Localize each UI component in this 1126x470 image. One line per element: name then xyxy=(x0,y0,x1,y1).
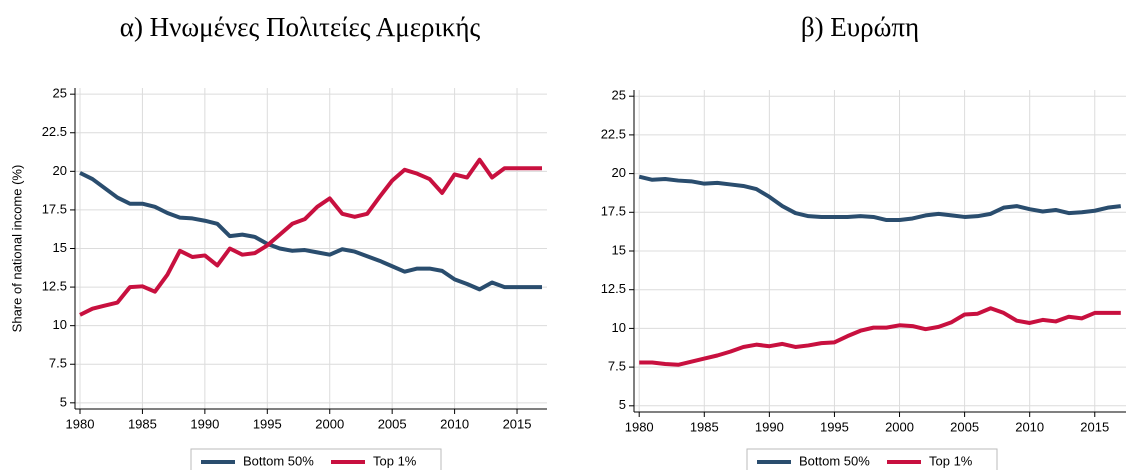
y-tick-label: 5 xyxy=(619,397,626,412)
legend-label: Top 1% xyxy=(373,453,417,468)
y-tick-label: 20 xyxy=(53,163,67,178)
legend-label: Bottom 50% xyxy=(243,453,314,468)
y-tick-label: 20 xyxy=(612,165,626,180)
legend-box xyxy=(746,448,998,470)
y-tick-label: 22.5 xyxy=(601,126,626,141)
y-tick-label: 17.5 xyxy=(42,201,67,216)
x-tick-label: 1995 xyxy=(253,416,282,431)
x-tick-label: 2005 xyxy=(950,419,979,434)
y-axis-label: Share of national income (%) xyxy=(9,165,24,333)
x-tick-label: 2015 xyxy=(1080,419,1109,434)
x-tick-label: 2000 xyxy=(885,419,914,434)
chart-title: α) Ηνωμένες Πολιτείες Αμερικής xyxy=(120,12,481,42)
x-tick-label: 1985 xyxy=(128,416,157,431)
y-tick-label: 25 xyxy=(612,88,626,103)
x-tick-label: 1995 xyxy=(820,419,849,434)
x-tick-label: 1990 xyxy=(190,416,219,431)
y-tick-label: 15 xyxy=(53,240,67,255)
y-tick-label: 7.5 xyxy=(49,356,67,371)
line xyxy=(638,174,1122,223)
y-tick-label: 10 xyxy=(612,320,626,335)
chart-title: β) Ευρώπη xyxy=(801,12,919,42)
x-tick-label: 2015 xyxy=(503,416,532,431)
x-tick-label: 1990 xyxy=(755,419,784,434)
y-tick-label: 12.5 xyxy=(601,281,626,296)
x-tick-label: 2010 xyxy=(1015,419,1044,434)
y-tick-label: 12.5 xyxy=(42,279,67,294)
legend-box xyxy=(190,448,442,470)
line xyxy=(79,157,543,317)
y-tick-label: 22.5 xyxy=(42,124,67,139)
y-tick-label: 10 xyxy=(53,317,67,332)
line xyxy=(79,171,543,292)
y-tick-label: 5 xyxy=(60,394,67,409)
x-tick-label: 2005 xyxy=(378,416,407,431)
line xyxy=(639,306,1121,367)
legend-label: Top 1% xyxy=(929,453,973,468)
legend-label: Bottom 50% xyxy=(799,453,870,468)
x-tick-label: 2010 xyxy=(440,416,469,431)
y-tick-label: 17.5 xyxy=(601,204,626,219)
x-tick-label: 1985 xyxy=(690,419,719,434)
x-tick-label: 1980 xyxy=(66,416,95,431)
y-tick-label: 25 xyxy=(53,86,67,101)
y-tick-label: 15 xyxy=(612,242,626,257)
y-tick-label: 7.5 xyxy=(608,359,626,374)
x-tick-label: 2000 xyxy=(315,416,344,431)
x-tick-label: 1980 xyxy=(625,419,654,434)
